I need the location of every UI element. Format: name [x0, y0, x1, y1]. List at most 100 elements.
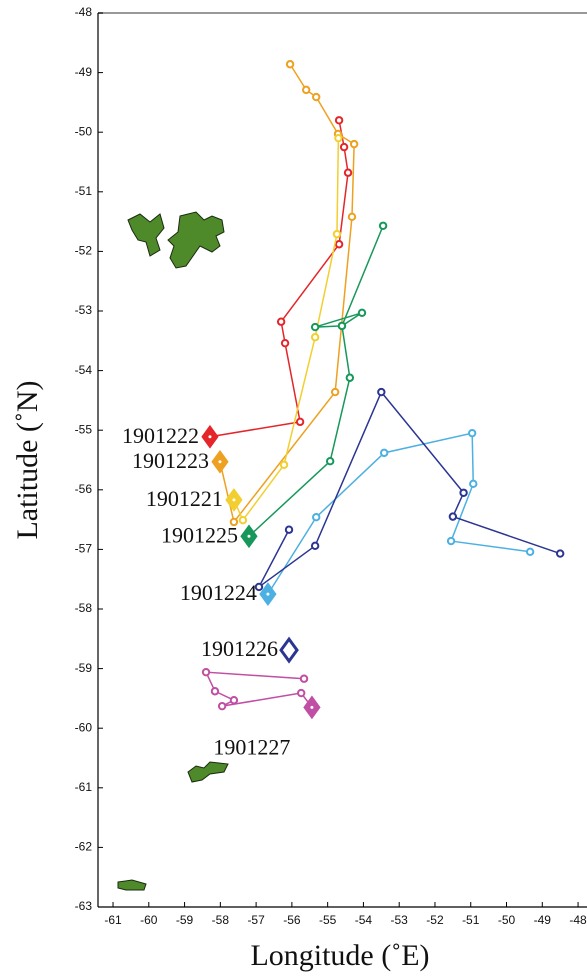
- track-line: [315, 432, 531, 553]
- track-point: [229, 517, 239, 527]
- deploy-connector: [209, 421, 301, 438]
- deploy-marker: [279, 636, 299, 664]
- x-axis-label: Longitude (˚E): [250, 939, 429, 972]
- y-tick-label: -55: [75, 422, 93, 436]
- float-track: 1901222: [122, 116, 353, 449]
- x-tick-label: -52: [426, 913, 444, 927]
- track-point: [201, 667, 211, 677]
- float-label: 1901223: [132, 448, 209, 473]
- track-point: [330, 387, 340, 397]
- y-tick-label: -61: [75, 780, 93, 794]
- track-point: [310, 541, 320, 551]
- track-point: [334, 116, 344, 125]
- track-point: [446, 536, 456, 546]
- track-point: [469, 479, 478, 489]
- deploy-dot: [266, 592, 270, 596]
- track-point: [459, 488, 468, 497]
- deploy-dot: [247, 534, 251, 538]
- track-point: [525, 547, 535, 556]
- track-point: [310, 322, 320, 332]
- float-track: 1901227: [201, 667, 321, 759]
- float-label: 1901221: [146, 486, 223, 511]
- deploy-dot: [232, 498, 236, 502]
- y-axis-label: Latitude (˚N): [11, 380, 44, 539]
- track-point: [285, 60, 295, 69]
- track-point: [254, 582, 264, 592]
- track-point: [378, 221, 388, 230]
- track-point: [299, 674, 309, 683]
- y-tick-label: -52: [75, 244, 93, 258]
- float-track: 1901221: [146, 133, 343, 525]
- track-point: [379, 448, 389, 458]
- deploy-connector: [219, 461, 235, 523]
- deploy-connector: [248, 460, 331, 537]
- y-tick-label: -56: [75, 482, 93, 496]
- track-point: [301, 85, 311, 95]
- float-track: 1901226: [201, 387, 565, 664]
- x-tick-label: -50: [498, 913, 516, 927]
- x-tick-label: -58: [212, 913, 230, 927]
- x-tick-label: -56: [283, 913, 301, 927]
- track-point: [337, 321, 347, 331]
- x-tick-label: -49: [534, 913, 552, 927]
- x-tick-label: -48: [569, 913, 587, 927]
- float-label: 1901224: [180, 580, 257, 605]
- y-tick-label: -53: [75, 303, 93, 317]
- track-point: [325, 456, 335, 466]
- track-point: [229, 695, 239, 705]
- float-label: 1901225: [161, 522, 238, 547]
- track-point: [279, 460, 289, 469]
- track-point: [334, 240, 344, 249]
- float-track: 1901225: [161, 221, 388, 549]
- y-tick-label: -49: [75, 65, 93, 79]
- track-point: [339, 142, 349, 152]
- deploy-dot: [218, 460, 222, 464]
- x-tick-label: -57: [247, 913, 265, 927]
- track-point: [280, 338, 290, 348]
- track-point: [448, 512, 458, 521]
- x-tick-label: -60: [140, 913, 158, 927]
- track-point: [312, 513, 321, 522]
- track-point: [467, 428, 477, 438]
- track-point: [332, 229, 342, 239]
- track-point: [217, 701, 227, 711]
- y-tick-label: -62: [75, 840, 93, 854]
- islands: [117, 211, 229, 891]
- float-track: 1901224: [180, 428, 535, 606]
- x-tick-label: -55: [319, 913, 337, 927]
- x-tick-label: -53: [391, 913, 409, 927]
- track-point: [295, 417, 305, 427]
- track-point: [312, 92, 321, 102]
- y-tick-label: -60: [75, 720, 93, 734]
- y-tick-label: -57: [75, 542, 93, 556]
- deploy-dot: [208, 435, 212, 439]
- track-line: [204, 671, 305, 707]
- deploy-dot: [310, 705, 314, 709]
- x-tick-label: -61: [104, 913, 122, 927]
- y-tick-label: -59: [75, 661, 93, 675]
- track-point: [310, 333, 320, 342]
- track-point: [377, 387, 386, 397]
- y-tick-label: -50: [75, 124, 93, 138]
- track-point: [210, 687, 220, 696]
- track-point: [555, 549, 565, 558]
- y-tick-label: -48: [75, 5, 93, 19]
- float-track: 1901223: [132, 60, 359, 527]
- track-point: [296, 688, 306, 698]
- track-point: [334, 133, 343, 143]
- track-point: [345, 373, 355, 382]
- track-point: [349, 139, 359, 149]
- track-point: [276, 317, 286, 326]
- y-tick-label: -58: [75, 601, 93, 615]
- deploy-connector: [267, 516, 317, 595]
- y-tick-label: -51: [75, 184, 93, 198]
- track-point: [343, 168, 353, 177]
- x-tick-label: -54: [355, 913, 373, 927]
- track-point: [284, 525, 294, 534]
- track-point: [357, 308, 367, 317]
- float-label: 1901226: [201, 636, 278, 661]
- track-line: [242, 138, 340, 521]
- x-tick-label: -59: [176, 913, 194, 927]
